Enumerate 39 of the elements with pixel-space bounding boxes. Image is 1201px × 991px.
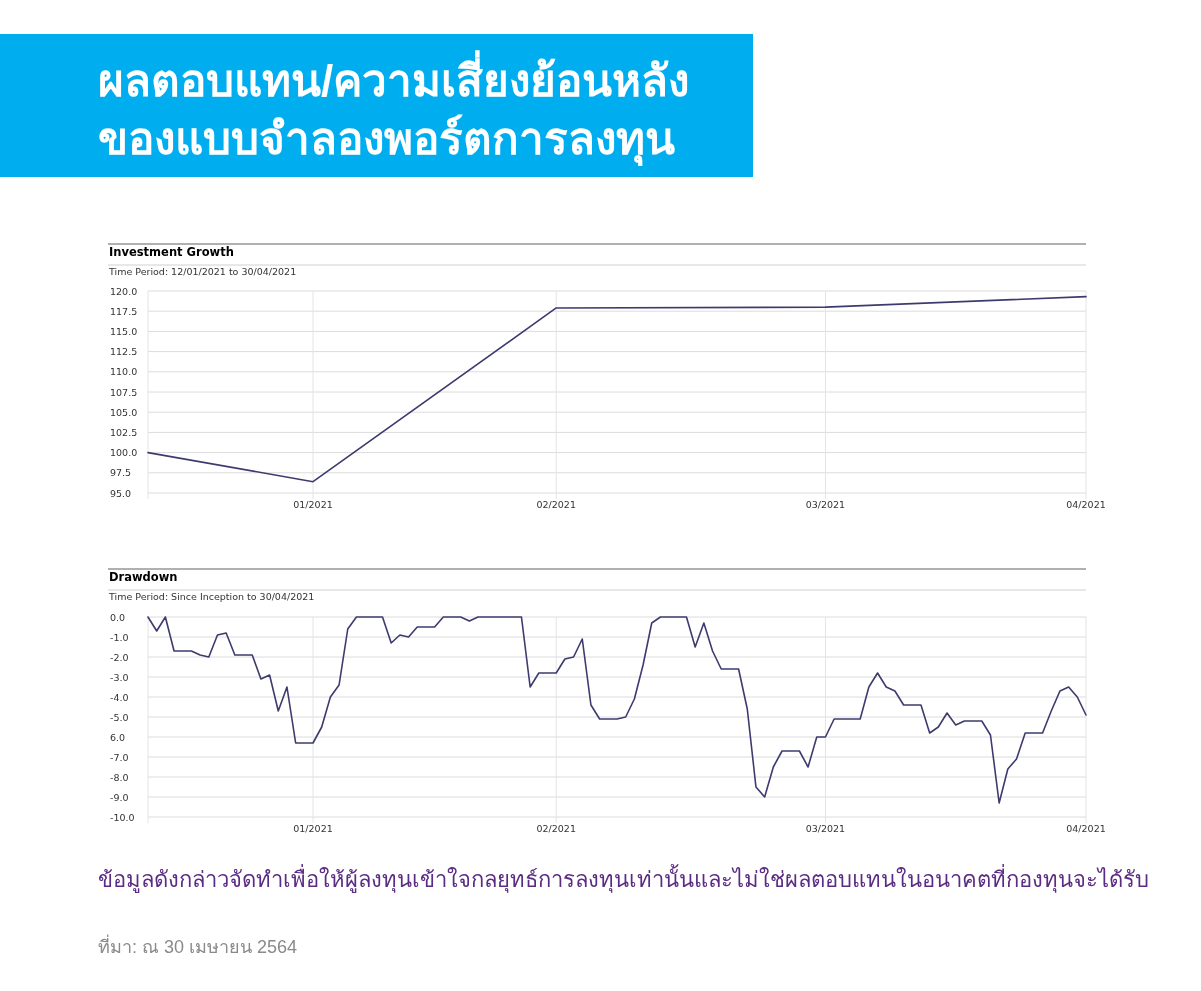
x-tick-label: 03/2021: [805, 823, 846, 834]
y-tick-label: 115.0: [110, 325, 138, 337]
y-tick-label: -1.0: [110, 631, 129, 643]
y-tick-label: 105.0: [110, 406, 138, 418]
y-tick-label: 95.0: [110, 487, 132, 499]
y-tick-label: -3.0: [110, 671, 129, 683]
chart-subtitle: Time Period: 12/01/2021 to 30/04/2021: [108, 266, 297, 277]
x-tick-label: 03/2021: [805, 499, 846, 510]
y-tick-label: 6.0: [110, 731, 126, 743]
y-tick-label: 120.0: [110, 285, 138, 297]
y-tick-label: 0.0: [110, 611, 126, 623]
line-series: [147, 295, 1087, 483]
y-tick-label: 112.5: [110, 346, 138, 358]
y-tick-label: 107.5: [110, 386, 138, 398]
y-tick-label: -2.0: [110, 651, 129, 663]
y-tick-label: -5.0: [110, 711, 129, 723]
x-tick-label: 04/2021: [1066, 823, 1106, 834]
y-tick-label: -8.0: [110, 771, 129, 783]
x-tick-label: 01/2021: [293, 823, 333, 834]
y-tick-label: -7.0: [110, 751, 129, 763]
y-tick-label: -10.0: [110, 811, 135, 823]
chart-title: Drawdown: [109, 570, 178, 584]
text: ที่มา: ณ 30 เมษายน 2564: [98, 933, 298, 959]
x-tick-label: 02/2021: [536, 499, 576, 510]
y-tick-label: 102.5: [110, 426, 138, 438]
x-tick-label: 04/2021: [1066, 499, 1106, 510]
chart-subtitle: Time Period: Since Inception to 30/04/2021: [108, 591, 315, 602]
x-tick-label: 01/2021: [293, 499, 333, 510]
chart-title: Investment Growth: [109, 245, 234, 259]
y-tick-label: 117.5: [110, 305, 138, 317]
line-series: [147, 616, 1087, 804]
y-tick-label: 100.0: [110, 447, 138, 459]
x-tick-label: 02/2021: [536, 823, 576, 834]
y-tick-label: 97.5: [110, 467, 132, 479]
text: ข้อมูลดังกล่าวจัดทำเพื่อให้ผู้ลงทุนเข้าใจกลยุทธ์การลงทุนเท่านั้นและไม่ใช่ผลตอบแทนในอนาคตที่กองทุนจะได้รับ: [98, 863, 1150, 895]
y-tick-label: 110.0: [110, 366, 138, 378]
y-tick-label: -9.0: [110, 791, 129, 803]
y-tick-label: -4.0: [110, 691, 129, 703]
text: ผลตอบแทน/ความเสี่ยงย้อนหลังของแบบจำลองพอร์ตการลงทุน: [98, 52, 691, 168]
